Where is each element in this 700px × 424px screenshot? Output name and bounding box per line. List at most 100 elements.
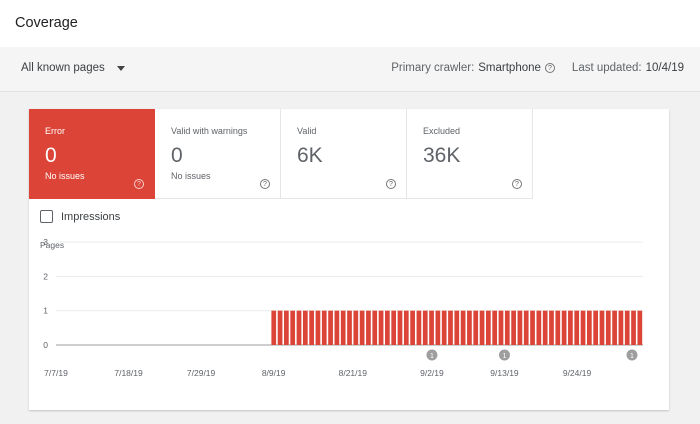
bar [284, 310, 289, 345]
toolbar: All known pages Primary crawler: Smartph… [0, 47, 700, 92]
bar [593, 310, 599, 345]
bar [486, 310, 491, 345]
bar [637, 310, 643, 345]
y-tick-label: 3 [43, 237, 48, 247]
tile-sub: No issues [45, 171, 85, 181]
bar [347, 310, 352, 345]
bar [631, 310, 636, 345]
bar [429, 310, 434, 345]
bar [290, 310, 296, 345]
y-tick-label: 1 [43, 306, 48, 316]
help-icon[interactable]: ? [386, 179, 396, 189]
updated-value: 10/4/19 [645, 62, 684, 74]
bar [391, 310, 397, 345]
x-tick-label: 9/2/19 [420, 368, 444, 378]
coverage-card: Error 0 No issues ? Valid with warnings … [29, 109, 669, 410]
bar [530, 310, 535, 345]
page-header: Coverage [0, 0, 700, 47]
bar [321, 310, 327, 345]
bar [340, 310, 346, 345]
coverage-chart: Pages 0 1 2 3 7/7/19 7/18/19 7/29/19 8/9/19 8/2… [40, 237, 643, 378]
annotation-label: 1 [503, 353, 507, 360]
bar [612, 310, 617, 345]
bar [618, 310, 624, 345]
tile-value: 0 [171, 144, 183, 167]
annotation-marker [426, 349, 438, 361]
tile-error[interactable]: Error 0 No issues ? [29, 109, 155, 199]
help-icon[interactable]: ? [544, 63, 555, 73]
x-axis-ticks: 7/7/19 7/18/19 7/29/19 8/9/19 8/21/19 9/2/19 9… [44, 368, 591, 378]
x-tick-label: 8/9/19 [262, 368, 286, 378]
chart-annotations: 1 1 1 [426, 349, 638, 361]
tile-label: Excluded [423, 126, 461, 136]
bar [498, 310, 504, 345]
tile-excluded[interactable]: Excluded 36K ? [407, 109, 533, 199]
bar [504, 310, 510, 345]
pages-filter-dropdown[interactable]: All known pages [21, 62, 125, 74]
pages-filter-label: All known pages [21, 62, 105, 74]
x-tick-label: 8/21/19 [339, 368, 368, 378]
chart-bars [271, 310, 643, 345]
bar [422, 310, 428, 345]
impressions-checkbox[interactable]: Impressions [40, 210, 120, 223]
tile-label: Valid with warnings [171, 126, 248, 136]
bar [586, 310, 592, 345]
annotation-marker [626, 349, 638, 361]
help-icon[interactable]: ? [134, 179, 144, 189]
checkbox-icon [40, 210, 53, 223]
bar [296, 310, 302, 345]
bar [441, 310, 447, 345]
bar [460, 310, 466, 345]
tile-valid-with-warnings[interactable]: Valid with warnings 0 No issues ? [155, 109, 281, 199]
bar [473, 310, 479, 345]
help-icon[interactable]: ? [512, 179, 522, 189]
x-tick-label: 9/24/19 [563, 368, 592, 378]
x-tick-label: 7/18/19 [114, 368, 143, 378]
bar [555, 310, 561, 345]
bar [334, 310, 340, 345]
tile-sub: No issues [171, 171, 211, 181]
annotation-label: 1 [630, 353, 634, 360]
help-icon[interactable]: ? [260, 179, 270, 189]
bar [385, 310, 390, 345]
bar [454, 310, 460, 345]
bar [372, 310, 378, 345]
bar [366, 310, 371, 345]
impressions-label: Impressions [61, 210, 121, 223]
bar [492, 310, 498, 345]
bar [568, 310, 573, 345]
bar [378, 310, 384, 345]
x-tick-label: 9/13/19 [490, 368, 519, 378]
annotation-label: 1 [430, 353, 434, 360]
x-tick-label: 7/29/19 [187, 368, 216, 378]
updated-label: Last updated: [571, 62, 642, 74]
bar [328, 310, 333, 345]
bar [309, 310, 314, 345]
bar [523, 310, 529, 345]
tile-value: 6K [297, 144, 323, 167]
caret-down-icon [116, 65, 125, 71]
y-tick-label: 0 [43, 340, 48, 350]
tile-valid[interactable]: Valid 6K ? [281, 109, 407, 199]
bar [353, 310, 359, 345]
bar [517, 310, 523, 345]
bar [549, 310, 554, 345]
bar [511, 310, 516, 345]
tile-label: Valid [297, 126, 317, 136]
page-title: Coverage [15, 15, 78, 31]
bar [315, 310, 321, 345]
tile-value: 36K [423, 144, 461, 167]
bar [536, 310, 542, 345]
bar [599, 310, 605, 345]
tile-value: 0 [45, 144, 57, 167]
bar [448, 310, 453, 345]
bar [561, 310, 567, 345]
bar [397, 310, 403, 345]
bar [542, 310, 548, 345]
bar [271, 310, 277, 345]
bar [435, 310, 441, 345]
crawler-meta: Primary crawler: Smartphone ? Last updat… [391, 62, 684, 74]
bar [410, 310, 415, 345]
y-axis-label: Pages [40, 240, 64, 250]
crawler-value: Smartphone [478, 62, 541, 74]
